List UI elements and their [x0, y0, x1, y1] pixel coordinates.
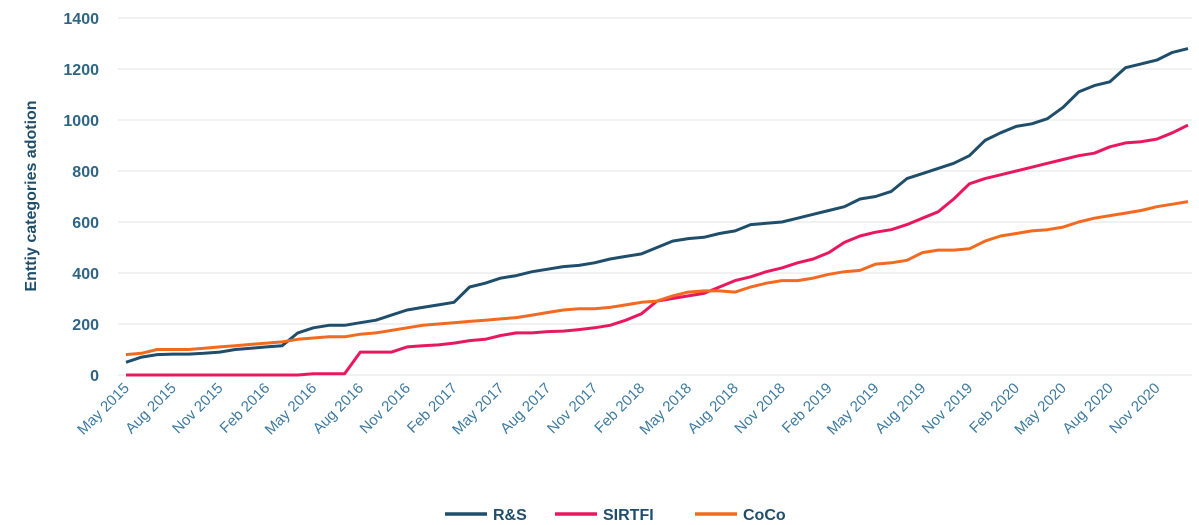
x-tick-label: Nov 2017 — [544, 380, 601, 437]
y-tick-label: 1200 — [63, 62, 99, 79]
x-tick-label: Aug 2016 — [310, 380, 367, 437]
y-tick-label: 800 — [72, 164, 99, 181]
line-series — [125, 47, 1189, 364]
y-tick-label: 1400 — [63, 11, 99, 28]
legend-label: R&S — [493, 507, 527, 524]
y-tick-label: 400 — [72, 266, 99, 283]
x-tick-label: May 2016 — [262, 380, 321, 439]
line-series — [126, 123, 1189, 377]
x-tick-label: May 2019 — [824, 380, 883, 439]
x-tick-label: Nov 2015 — [169, 380, 226, 437]
legend-label: SIRTFI — [603, 507, 654, 524]
x-tick-label: Aug 2017 — [497, 380, 554, 437]
y-axis-title: Enttiy categories adotion — [23, 100, 40, 291]
y-tick-label: 600 — [72, 215, 99, 232]
y-tick-label: 1000 — [63, 113, 99, 130]
x-tick-label: Nov 2020 — [1106, 380, 1163, 437]
x-tick-label: May 2017 — [449, 380, 508, 439]
y-tick-label: 200 — [72, 317, 99, 334]
x-tick-label: Aug 2019 — [872, 380, 929, 437]
x-tick-label: Nov 2019 — [919, 380, 976, 437]
x-tick-label: Nov 2018 — [731, 380, 788, 437]
line-series — [125, 200, 1189, 357]
x-tick-label: May 2015 — [74, 380, 133, 439]
x-tick-label: May 2020 — [1011, 380, 1070, 439]
x-tick-label: Aug 2015 — [122, 380, 179, 437]
x-tick-label: May 2018 — [636, 380, 695, 439]
x-tick-label: Aug 2018 — [684, 380, 741, 437]
x-tick-label: Nov 2016 — [357, 380, 414, 437]
y-tick-label: 0 — [90, 368, 99, 385]
legend-label: CoCo — [743, 507, 786, 524]
x-tick-label: Aug 2020 — [1059, 380, 1116, 437]
